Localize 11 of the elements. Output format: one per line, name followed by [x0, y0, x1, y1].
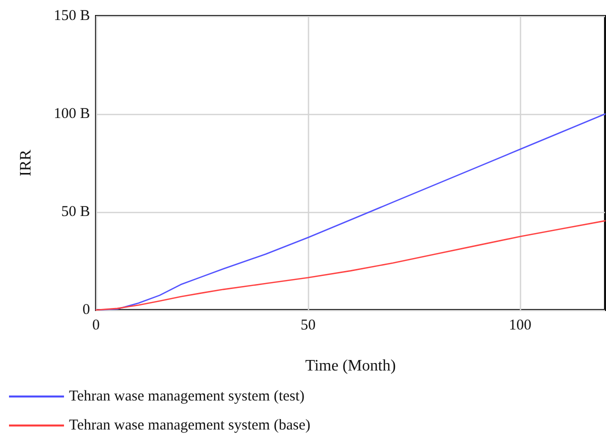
- y-tick-label: 100 B: [54, 106, 90, 122]
- x-tick-label: 50: [300, 318, 316, 334]
- y-tick-label: 50 B: [61, 204, 90, 220]
- y-axis-title: IRR: [18, 149, 34, 176]
- x-tick-label: 0: [92, 318, 100, 334]
- x-tick-label: 100: [508, 318, 532, 334]
- legend-label: Tehran wase management system (base): [69, 418, 310, 434]
- y-tick-label: 150 B: [54, 8, 90, 24]
- y-tick-label: 0: [82, 302, 90, 318]
- x-axis-title: Time (Month): [305, 358, 396, 374]
- legend-label: Tehran wase management system (test): [69, 388, 305, 404]
